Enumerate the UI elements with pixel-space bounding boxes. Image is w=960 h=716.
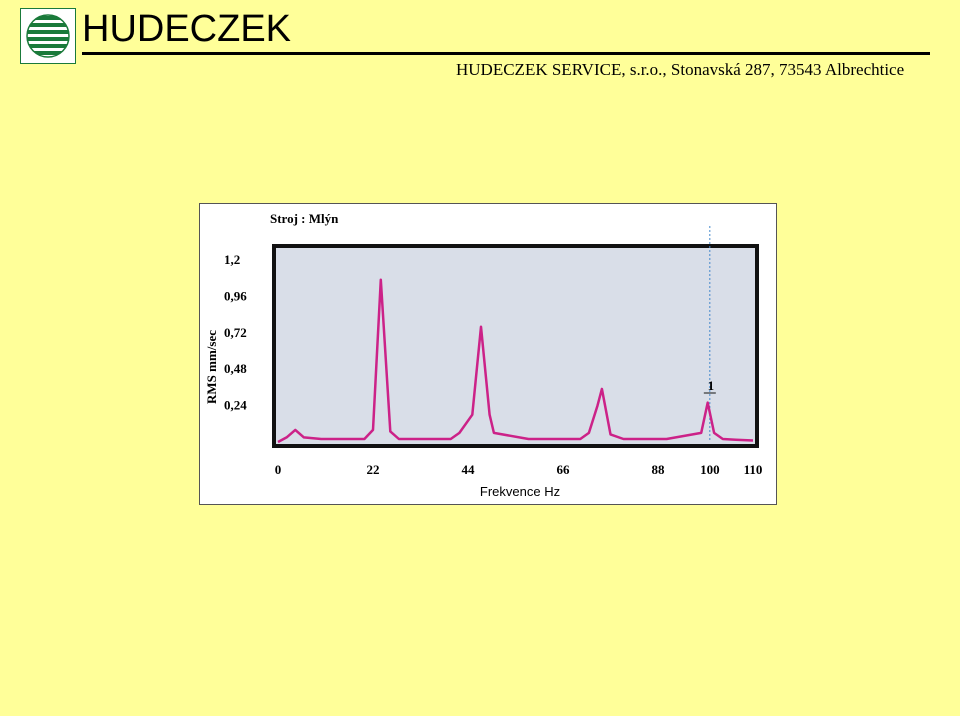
x-tick-label: 44 — [462, 462, 476, 477]
y-tick-label: 1,2 — [224, 252, 240, 267]
x-tick-label: 66 — [557, 462, 571, 477]
company-address: HUDECZEK SERVICE, s.r.o., Stonavská 287,… — [456, 60, 905, 79]
x-tick-label: 110 — [744, 462, 763, 477]
x-tick-labels: 0 22 44 66 88 100 110 — [275, 462, 763, 477]
chart-title: Stroj : Mlýn — [270, 211, 339, 226]
series-line — [277, 278, 754, 444]
y-tick-label: 0,96 — [224, 288, 247, 303]
y-tick-label: 0,24 — [224, 398, 247, 413]
plot-area — [272, 244, 759, 448]
y-axis-label: RMS mm/sec — [204, 330, 219, 404]
x-tick-label: 0 — [275, 462, 282, 477]
x-tick-label: 88 — [652, 462, 666, 477]
series-layer — [277, 278, 754, 444]
cursor-label: 1 — [708, 378, 715, 393]
brand-title: HUDECZEK — [82, 8, 292, 50]
y-tick-label: 0,72 — [224, 325, 247, 340]
y-tick-label: 0,48 — [224, 361, 247, 376]
x-tick-label: 22 — [367, 462, 380, 477]
chart-svg: Stroj : Mlýn RMS mm/sec 1,2 0,96 0,72 0,48 0… — [204, 211, 763, 499]
x-tick-label: 100 — [700, 462, 720, 477]
hudeczek-logo — [20, 8, 76, 64]
hudeczek-globe-logo-icon — [26, 14, 70, 58]
header-rule — [82, 52, 930, 55]
y-tick-labels: 1,2 0,96 0,72 0,48 0,24 — [224, 252, 247, 413]
x-axis-label: Frekvence Hz — [480, 484, 560, 499]
spectrum-chart: Stroj : Mlýn RMS mm/sec 1,2 0,96 0,72 0,48 0… — [199, 203, 777, 505]
cursor-layer: 1 — [703, 226, 716, 442]
